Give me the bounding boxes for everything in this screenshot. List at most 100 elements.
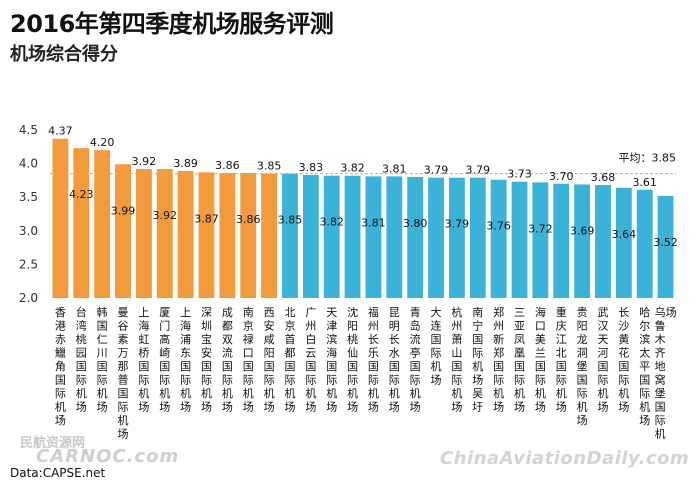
category-char: 国: [577, 374, 588, 387]
category-char: 机: [222, 386, 233, 400]
category-char: 场: [159, 400, 170, 414]
category-char: 际: [118, 401, 129, 414]
data-label: 3.64: [612, 228, 637, 241]
category-char: 机: [118, 413, 129, 427]
category-char: 沙: [618, 320, 629, 333]
category-char: 桃: [76, 332, 87, 346]
category-char: 国: [138, 360, 149, 373]
category-char: 国: [556, 360, 567, 373]
bar: [490, 179, 507, 298]
category-char: 洞: [577, 347, 588, 360]
category-char: 机: [243, 386, 254, 400]
category-char: 机: [76, 386, 87, 400]
category-char: 国: [410, 360, 421, 373]
category-char: 海: [535, 305, 546, 319]
category-char: 国: [535, 360, 546, 373]
category-char: 国: [180, 360, 191, 373]
bar: [282, 173, 298, 298]
category-char: 堡: [655, 386, 666, 400]
category-char: 机: [431, 359, 442, 373]
category-char: 际: [305, 374, 316, 387]
category-char: 花: [618, 347, 629, 360]
category-char: 场: [55, 413, 66, 427]
category-char: 首: [284, 332, 295, 346]
category-char: 场: [97, 400, 108, 414]
category-char: 地: [655, 360, 666, 373]
category-char: 凰: [514, 347, 525, 360]
category-char: 郑: [493, 305, 504, 319]
category-char: 际: [493, 374, 504, 387]
category-char: 国: [655, 401, 666, 414]
category-char: 场: [368, 400, 379, 414]
category-char: 际: [97, 374, 108, 387]
data-label: 3.81: [382, 162, 407, 175]
bar: [115, 164, 131, 298]
category-char: 场: [138, 400, 149, 414]
bar: [615, 187, 632, 298]
category-char: 素: [118, 333, 129, 346]
category-char: 际: [222, 374, 233, 387]
data-label: 3.79: [445, 218, 470, 231]
category-char: 国: [347, 360, 358, 373]
category-char: 郑: [493, 346, 504, 360]
category-char: 桃: [347, 332, 358, 346]
category-char: 场: [618, 400, 629, 414]
category-char: 际: [138, 374, 149, 387]
category-char: 际: [431, 347, 442, 360]
category-char: 韩: [97, 305, 108, 319]
category-char: 崎: [159, 346, 170, 360]
bar: [511, 181, 528, 298]
category-char: 机: [597, 386, 608, 400]
category-char: 北: [284, 306, 295, 319]
category-char: 双: [222, 333, 233, 346]
category-char: 机: [577, 400, 588, 414]
category-char: 国: [514, 360, 525, 373]
category-char: 际: [55, 387, 66, 400]
category-char: 萧: [451, 333, 462, 346]
category-char: 兰: [535, 347, 546, 360]
category-char: 龙: [577, 333, 588, 346]
category-char: 场: [556, 400, 567, 414]
category-char: 都: [222, 320, 233, 333]
category-char: 长: [389, 333, 400, 346]
data-label: 3.89: [173, 157, 198, 170]
data-label: 3.83: [299, 161, 324, 174]
category-char: 平: [639, 360, 650, 373]
category-char: 安: [201, 346, 212, 360]
category-char: 际: [180, 374, 191, 387]
category-char: 机: [493, 386, 504, 400]
category-char: 京: [284, 319, 295, 333]
category-char: 流: [222, 346, 233, 360]
category-char: 西: [264, 306, 275, 319]
data-label: 3.99: [111, 204, 136, 217]
category-char: 都: [284, 347, 295, 360]
category-char: 国: [264, 360, 275, 373]
category-char: 际: [243, 374, 254, 387]
data-label: 3.68: [591, 171, 616, 184]
category-char: 国: [222, 360, 233, 373]
category-char: 阳: [347, 320, 358, 333]
bar: [177, 170, 194, 298]
category-char: 机: [97, 386, 108, 400]
category-char: 口: [535, 320, 546, 333]
average-label: 平均：3.85: [619, 152, 677, 165]
category-char: 美: [535, 333, 546, 346]
category-char: 国: [389, 360, 400, 373]
bar: [240, 173, 257, 298]
category-char: 凤: [514, 333, 525, 346]
category-char: 场: [201, 400, 212, 414]
bar: [135, 168, 152, 298]
data-label: 3.85: [257, 160, 282, 173]
category-char: 际: [577, 387, 588, 400]
y-tick-label: 2.5: [19, 257, 38, 271]
data-label: 3.79: [424, 164, 449, 177]
